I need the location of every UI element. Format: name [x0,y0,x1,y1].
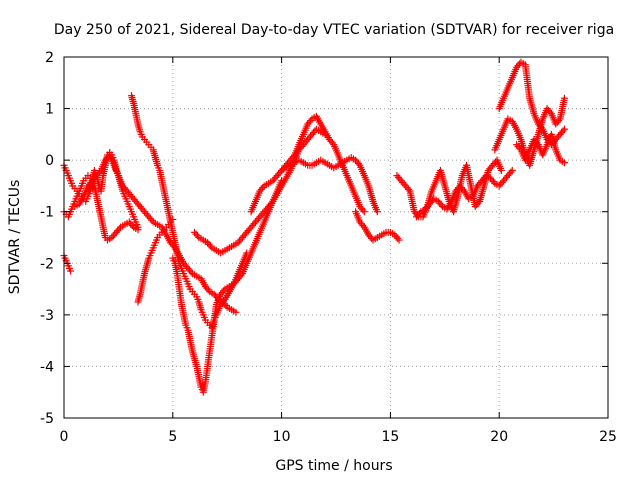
plot-frame [63,56,609,419]
y-tick-label: 1 [45,102,54,118]
y-tick-label: -5 [40,411,54,427]
data-point-interp [459,185,467,193]
data-point-interp [359,221,367,229]
data-point-interp [394,234,402,242]
y-axis-label: SDTVAR / TECUs [7,180,23,295]
y-tick-label: -1 [40,205,54,221]
data-points [60,58,568,396]
data-point-interp [559,127,567,135]
grid-lines [64,57,608,418]
data-point-interp [204,286,212,294]
data-point-interp [415,209,423,217]
x-tick-label: 20 [490,429,508,445]
data-point-interp [220,287,228,295]
data-point-interp [354,160,362,168]
y-tick-label: 0 [45,153,54,169]
data-point-interp [507,168,515,176]
data-point-interp [115,225,123,233]
data-point [560,125,568,133]
data-point-interp [237,271,245,279]
y-tick-label: -2 [40,256,54,272]
data-point [67,267,75,275]
data-point-interp [187,268,195,276]
y-tick-label: 2 [45,50,54,66]
data-point [373,208,381,216]
data-point-interp [489,178,497,186]
data-point-interp [267,199,275,207]
data-point-interp [207,242,215,250]
data-point-interp [128,221,136,229]
data-point-interp [474,199,482,207]
data-point-interp [328,139,336,147]
data-point-interp [96,168,104,176]
x-tick-label: 5 [168,429,177,445]
y-tick-label: -3 [40,308,54,324]
data-point [560,159,568,167]
x-tick-label: 15 [381,429,399,445]
data-point-interp [546,108,554,116]
y-tick-label: -4 [40,359,54,375]
x-tick-label: 0 [60,429,69,445]
data-point-interp [307,117,315,125]
tick-labels: 0 5 10 15 20 25 -5 -4 -3 -2 -1 0 1 2 [40,50,617,445]
data-point [134,226,142,234]
data-point [395,236,403,244]
data-point-interp [359,206,367,214]
data-point-interp [437,201,445,209]
data-point [232,308,240,316]
data-point-interp [516,144,524,152]
data-point [360,208,368,216]
data-point-interp [222,301,230,309]
x-axis-label: GPS time / hours [275,458,392,474]
data-point [169,215,177,223]
data-point-interp [289,153,297,161]
data-point-interp [220,297,228,305]
data-point-interp [405,185,413,193]
data-point-interp [259,184,267,192]
data-point [508,166,516,174]
data-point-interp [555,117,563,125]
axis-ticks [63,56,609,419]
data-point [497,166,505,174]
data-point [560,94,568,102]
x-tick-label: 25 [599,429,617,445]
chart-title: Day 250 of 2021, Sidereal Day-to-day VTE… [54,22,614,38]
data-point-interp [193,232,201,240]
data-point-interp [148,216,156,224]
x-tick-label: 10 [273,429,291,445]
data-point-interp [533,139,541,147]
